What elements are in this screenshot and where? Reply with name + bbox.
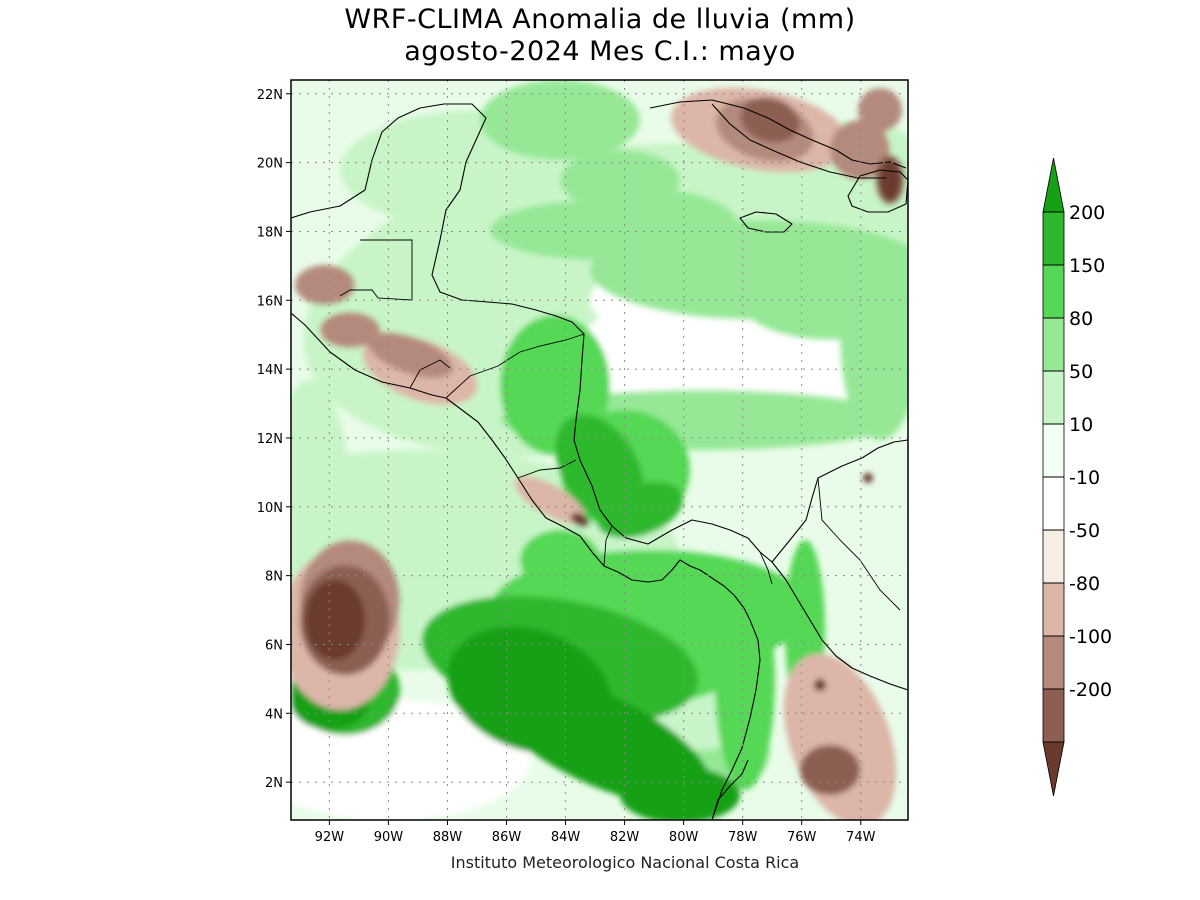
anomaly-patch-56 — [863, 473, 873, 483]
coast-cuba-south — [711, 103, 886, 179]
legend-label: -80 — [1069, 573, 1100, 595]
legend-label: -10 — [1069, 467, 1100, 489]
anomaly-patch-14 — [480, 80, 640, 160]
anomaly-patch-42 — [367, 332, 453, 378]
lat-tick-label: 8N — [265, 570, 283, 585]
border-panama-colombia — [759, 551, 773, 585]
border-guatemala — [339, 239, 413, 301]
coast-hispaniola — [847, 169, 908, 213]
lon-tick-label: 90W — [374, 830, 404, 845]
anomaly-patch-46 — [830, 120, 890, 180]
lon-tick-label: 82W — [610, 830, 640, 845]
anomaly-patch-48 — [740, 97, 800, 143]
lat-tick-label: 6N — [265, 638, 283, 653]
lon-tick-label: 78W — [728, 830, 758, 845]
legend-top-arrow — [1042, 157, 1065, 213]
legend-label: -50 — [1069, 520, 1100, 542]
legend-box-8 — [1043, 583, 1064, 636]
lon-tick-label: 80W — [669, 830, 699, 845]
anomaly-patch-13 — [490, 200, 710, 260]
legend-label: 150 — [1069, 255, 1105, 277]
anomaly-patch-23 — [715, 570, 775, 790]
border-honduras-nicaragua — [445, 333, 585, 399]
anomaly-patch-11 — [840, 240, 908, 440]
credit-text: Instituto Meteorologico Nacional Costa R… — [450, 853, 800, 872]
lat-tick-label: 14N — [257, 363, 283, 378]
anomaly-patch-27 — [520, 530, 600, 590]
map-title: WRF-CLIMA Anomalia de lluvia (mm) — [344, 4, 856, 35]
legend-box-9 — [1043, 636, 1064, 689]
legend-label: 10 — [1069, 414, 1093, 436]
lat-tick-label: 18N — [257, 225, 283, 240]
legend-label: 50 — [1069, 361, 1093, 383]
lon-tick-label: 86W — [492, 830, 522, 845]
coast-ecuador — [711, 759, 749, 820]
lat-tick-label: 22N — [257, 88, 283, 103]
map-subtitle: agosto-2024 Mes C.I.: mayo — [404, 36, 796, 67]
coast-caribbean-central-america — [291, 103, 908, 563]
lat-tick-label: 4N — [265, 707, 283, 722]
latitude-axis: 2N 4N 6N 8N 10N 12N 14N 16N 18N 20N 22N — [257, 88, 291, 791]
legend-box-1 — [1043, 212, 1064, 265]
legend-box-6 — [1043, 477, 1064, 530]
coast-cuba — [649, 99, 907, 169]
anomaly-blobs — [291, 80, 908, 820]
anomaly-patch-45 — [858, 88, 902, 132]
graticule — [291, 80, 908, 820]
lat-tick-label: 10N — [257, 501, 283, 516]
lat-tick-label: 2N — [265, 776, 283, 791]
border-costarica-panama — [603, 525, 613, 567]
border-colombia-venezuela — [817, 477, 901, 611]
longitude-axis: 92W 90W 88W 86W 84W 82W 80W 78W 76W 74W — [315, 820, 876, 845]
anomaly-patch-44 — [320, 312, 380, 348]
coast-south-america-north — [771, 561, 908, 691]
lat-tick-label: 12N — [257, 432, 283, 447]
anomaly-patch-29 — [596, 481, 684, 539]
coastlines — [291, 99, 908, 820]
lat-tick-label: 16N — [257, 294, 283, 309]
anomaly-patch-54 — [570, 512, 590, 528]
map-frame — [290, 79, 909, 821]
legend-label: 200 — [1069, 202, 1105, 224]
lon-tick-label: 84W — [551, 830, 581, 845]
lon-tick-label: 88W — [433, 830, 463, 845]
legend-box-4 — [1043, 371, 1064, 424]
legend-bottom-arrow — [1042, 741, 1065, 797]
legend-label: -100 — [1069, 626, 1112, 648]
lon-tick-label: 76W — [787, 830, 817, 845]
anomaly-patch-55 — [814, 679, 826, 691]
lat-tick-label: 20N — [257, 157, 283, 172]
legend-label: 80 — [1069, 308, 1093, 330]
coast-pacific-central-america — [291, 312, 761, 820]
legend-box-2 — [1043, 265, 1064, 318]
borders — [339, 239, 901, 611]
anomaly-patch-53 — [880, 160, 900, 200]
coast-jamaica — [739, 211, 793, 233]
lon-tick-label: 92W — [315, 830, 345, 845]
anomaly-patch-15 — [560, 150, 680, 210]
border-salvador — [409, 359, 451, 389]
legend-box-5 — [1043, 424, 1064, 477]
legend-box-10 — [1043, 689, 1064, 742]
anomaly-patch-50 — [800, 745, 860, 795]
anomaly-patch-43 — [295, 265, 355, 305]
legend-box-3 — [1043, 318, 1064, 371]
anomaly-field — [291, 80, 908, 820]
legend-box-7 — [1043, 530, 1064, 583]
color-legend: 200 150 80 50 10 -10 -50 -80 -100 -200 — [1042, 157, 1112, 797]
border-nicaragua-costarica — [517, 459, 577, 479]
anomaly-patch-34 — [620, 767, 740, 820]
anomaly-patch-38 — [514, 476, 586, 524]
anomaly-patch-52 — [305, 580, 365, 660]
lon-tick-label: 74W — [846, 830, 876, 845]
legend-label: -200 — [1069, 679, 1112, 701]
